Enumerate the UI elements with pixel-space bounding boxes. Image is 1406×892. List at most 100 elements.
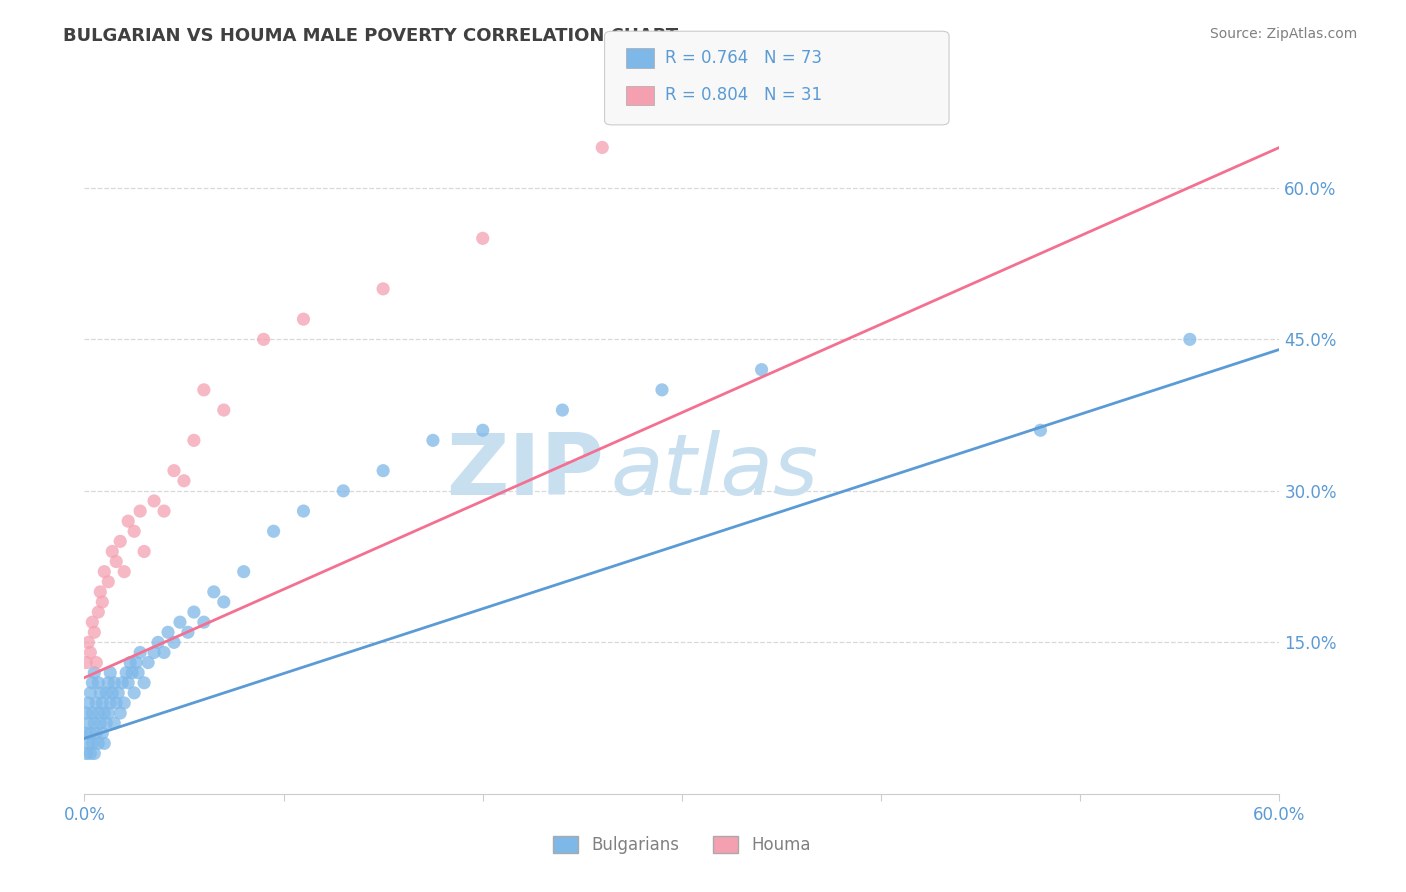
Point xyxy=(82,615,104,630)
Point xyxy=(153,504,176,518)
Point xyxy=(183,434,205,448)
Point xyxy=(202,585,225,599)
Point xyxy=(143,494,166,508)
Point xyxy=(121,665,143,680)
Point xyxy=(82,736,104,750)
Text: R = 0.804   N = 31: R = 0.804 N = 31 xyxy=(665,87,823,104)
Point xyxy=(292,312,315,326)
Point xyxy=(212,403,235,417)
Point xyxy=(103,716,125,731)
Point xyxy=(136,656,159,670)
Point xyxy=(79,747,101,761)
Point xyxy=(193,615,215,630)
Point xyxy=(110,534,132,549)
Point xyxy=(125,656,148,670)
Point xyxy=(1178,332,1201,346)
Point xyxy=(75,726,97,740)
Point xyxy=(82,706,104,720)
Point xyxy=(332,483,354,498)
Text: R = 0.764   N = 73: R = 0.764 N = 73 xyxy=(665,49,823,67)
Point xyxy=(292,504,315,518)
Point xyxy=(91,726,114,740)
Point xyxy=(129,504,152,518)
Point xyxy=(79,726,101,740)
Point xyxy=(75,656,97,670)
Point xyxy=(163,464,186,478)
Point xyxy=(591,140,613,154)
Point xyxy=(163,635,186,649)
Point xyxy=(97,675,120,690)
Point xyxy=(129,645,152,659)
Point xyxy=(143,645,166,659)
Point xyxy=(1029,423,1052,437)
Text: BULGARIAN VS HOUMA MALE POVERTY CORRELATION CHART: BULGARIAN VS HOUMA MALE POVERTY CORRELAT… xyxy=(63,27,678,45)
Point xyxy=(107,686,129,700)
Point xyxy=(253,332,276,346)
Point xyxy=(91,696,114,710)
Point xyxy=(471,423,494,437)
Point xyxy=(153,645,176,659)
Point xyxy=(87,736,110,750)
Point xyxy=(89,585,111,599)
Text: atlas: atlas xyxy=(610,430,818,513)
Point xyxy=(98,665,121,680)
Point xyxy=(79,686,101,700)
Point xyxy=(83,665,105,680)
Point xyxy=(98,696,121,710)
Point xyxy=(97,574,120,589)
Point xyxy=(86,726,108,740)
Point xyxy=(117,675,139,690)
Point xyxy=(77,736,100,750)
Point xyxy=(101,544,124,558)
Point xyxy=(169,615,191,630)
Point xyxy=(82,675,104,690)
Point xyxy=(77,635,100,649)
Point xyxy=(103,675,125,690)
Point xyxy=(77,696,100,710)
Point xyxy=(83,625,105,640)
Point xyxy=(93,565,115,579)
Point xyxy=(132,675,156,690)
Point xyxy=(120,656,142,670)
Point xyxy=(651,383,673,397)
Point xyxy=(263,524,285,539)
Point xyxy=(89,686,111,700)
Point xyxy=(127,665,149,680)
Point xyxy=(183,605,205,619)
Point xyxy=(93,706,115,720)
Point xyxy=(83,747,105,761)
Point xyxy=(86,656,108,670)
Point xyxy=(373,464,395,478)
Point xyxy=(91,595,114,609)
Point xyxy=(101,686,124,700)
Point xyxy=(177,625,200,640)
Point xyxy=(173,474,195,488)
Point xyxy=(105,696,128,710)
Point xyxy=(471,231,494,245)
Point xyxy=(551,403,574,417)
Point xyxy=(117,514,139,528)
Point xyxy=(232,565,254,579)
Point xyxy=(75,747,97,761)
Point xyxy=(146,635,169,649)
Point xyxy=(122,686,145,700)
Point xyxy=(86,696,108,710)
Point xyxy=(97,706,120,720)
Text: Source: ZipAtlas.com: Source: ZipAtlas.com xyxy=(1209,27,1357,41)
Legend: Bulgarians, Houma: Bulgarians, Houma xyxy=(547,830,817,861)
Text: ZIP: ZIP xyxy=(447,430,605,513)
Point xyxy=(77,716,100,731)
Point xyxy=(87,706,110,720)
Point xyxy=(105,555,128,569)
Point xyxy=(422,434,444,448)
Point xyxy=(193,383,215,397)
Point xyxy=(75,706,97,720)
Point xyxy=(115,665,138,680)
Point xyxy=(157,625,180,640)
Point xyxy=(110,706,132,720)
Point xyxy=(89,716,111,731)
Point xyxy=(87,605,110,619)
Point xyxy=(751,362,773,376)
Point xyxy=(122,524,145,539)
Point xyxy=(111,675,134,690)
